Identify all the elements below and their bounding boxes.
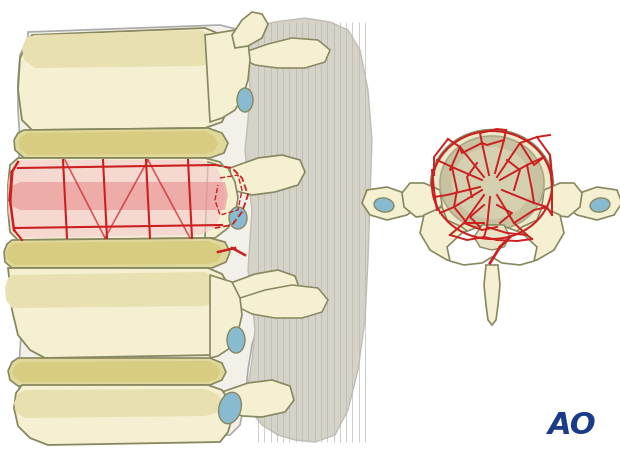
Polygon shape: [500, 207, 564, 263]
Polygon shape: [205, 30, 250, 122]
Polygon shape: [4, 238, 230, 268]
Polygon shape: [8, 358, 226, 386]
Polygon shape: [484, 265, 500, 325]
Text: AO: AO: [547, 410, 596, 440]
Ellipse shape: [374, 198, 394, 212]
Polygon shape: [8, 182, 228, 210]
Polygon shape: [245, 18, 372, 442]
Polygon shape: [245, 38, 330, 68]
Polygon shape: [542, 183, 582, 217]
Polygon shape: [8, 160, 225, 238]
Ellipse shape: [590, 198, 610, 212]
Polygon shape: [12, 361, 220, 382]
Polygon shape: [362, 187, 420, 220]
Polygon shape: [18, 131, 218, 155]
Polygon shape: [205, 162, 238, 238]
Ellipse shape: [452, 147, 532, 219]
Polygon shape: [14, 385, 232, 445]
Polygon shape: [240, 285, 328, 318]
Polygon shape: [230, 155, 305, 195]
Polygon shape: [447, 225, 537, 265]
Polygon shape: [232, 12, 268, 48]
Ellipse shape: [229, 207, 247, 229]
Ellipse shape: [440, 136, 544, 230]
Ellipse shape: [227, 327, 245, 353]
Polygon shape: [420, 207, 484, 263]
Polygon shape: [8, 158, 232, 240]
Polygon shape: [228, 270, 300, 310]
Ellipse shape: [237, 88, 253, 112]
Polygon shape: [14, 128, 228, 158]
Polygon shape: [5, 272, 222, 308]
Ellipse shape: [219, 392, 241, 424]
Polygon shape: [18, 25, 265, 440]
Polygon shape: [6, 241, 222, 265]
Polygon shape: [222, 380, 294, 417]
Polygon shape: [18, 28, 230, 130]
Polygon shape: [14, 389, 222, 418]
Polygon shape: [474, 225, 510, 250]
Polygon shape: [210, 275, 242, 358]
Polygon shape: [8, 268, 234, 358]
Polygon shape: [22, 30, 222, 68]
Polygon shape: [564, 187, 620, 220]
Ellipse shape: [431, 130, 553, 240]
Polygon shape: [402, 183, 442, 217]
